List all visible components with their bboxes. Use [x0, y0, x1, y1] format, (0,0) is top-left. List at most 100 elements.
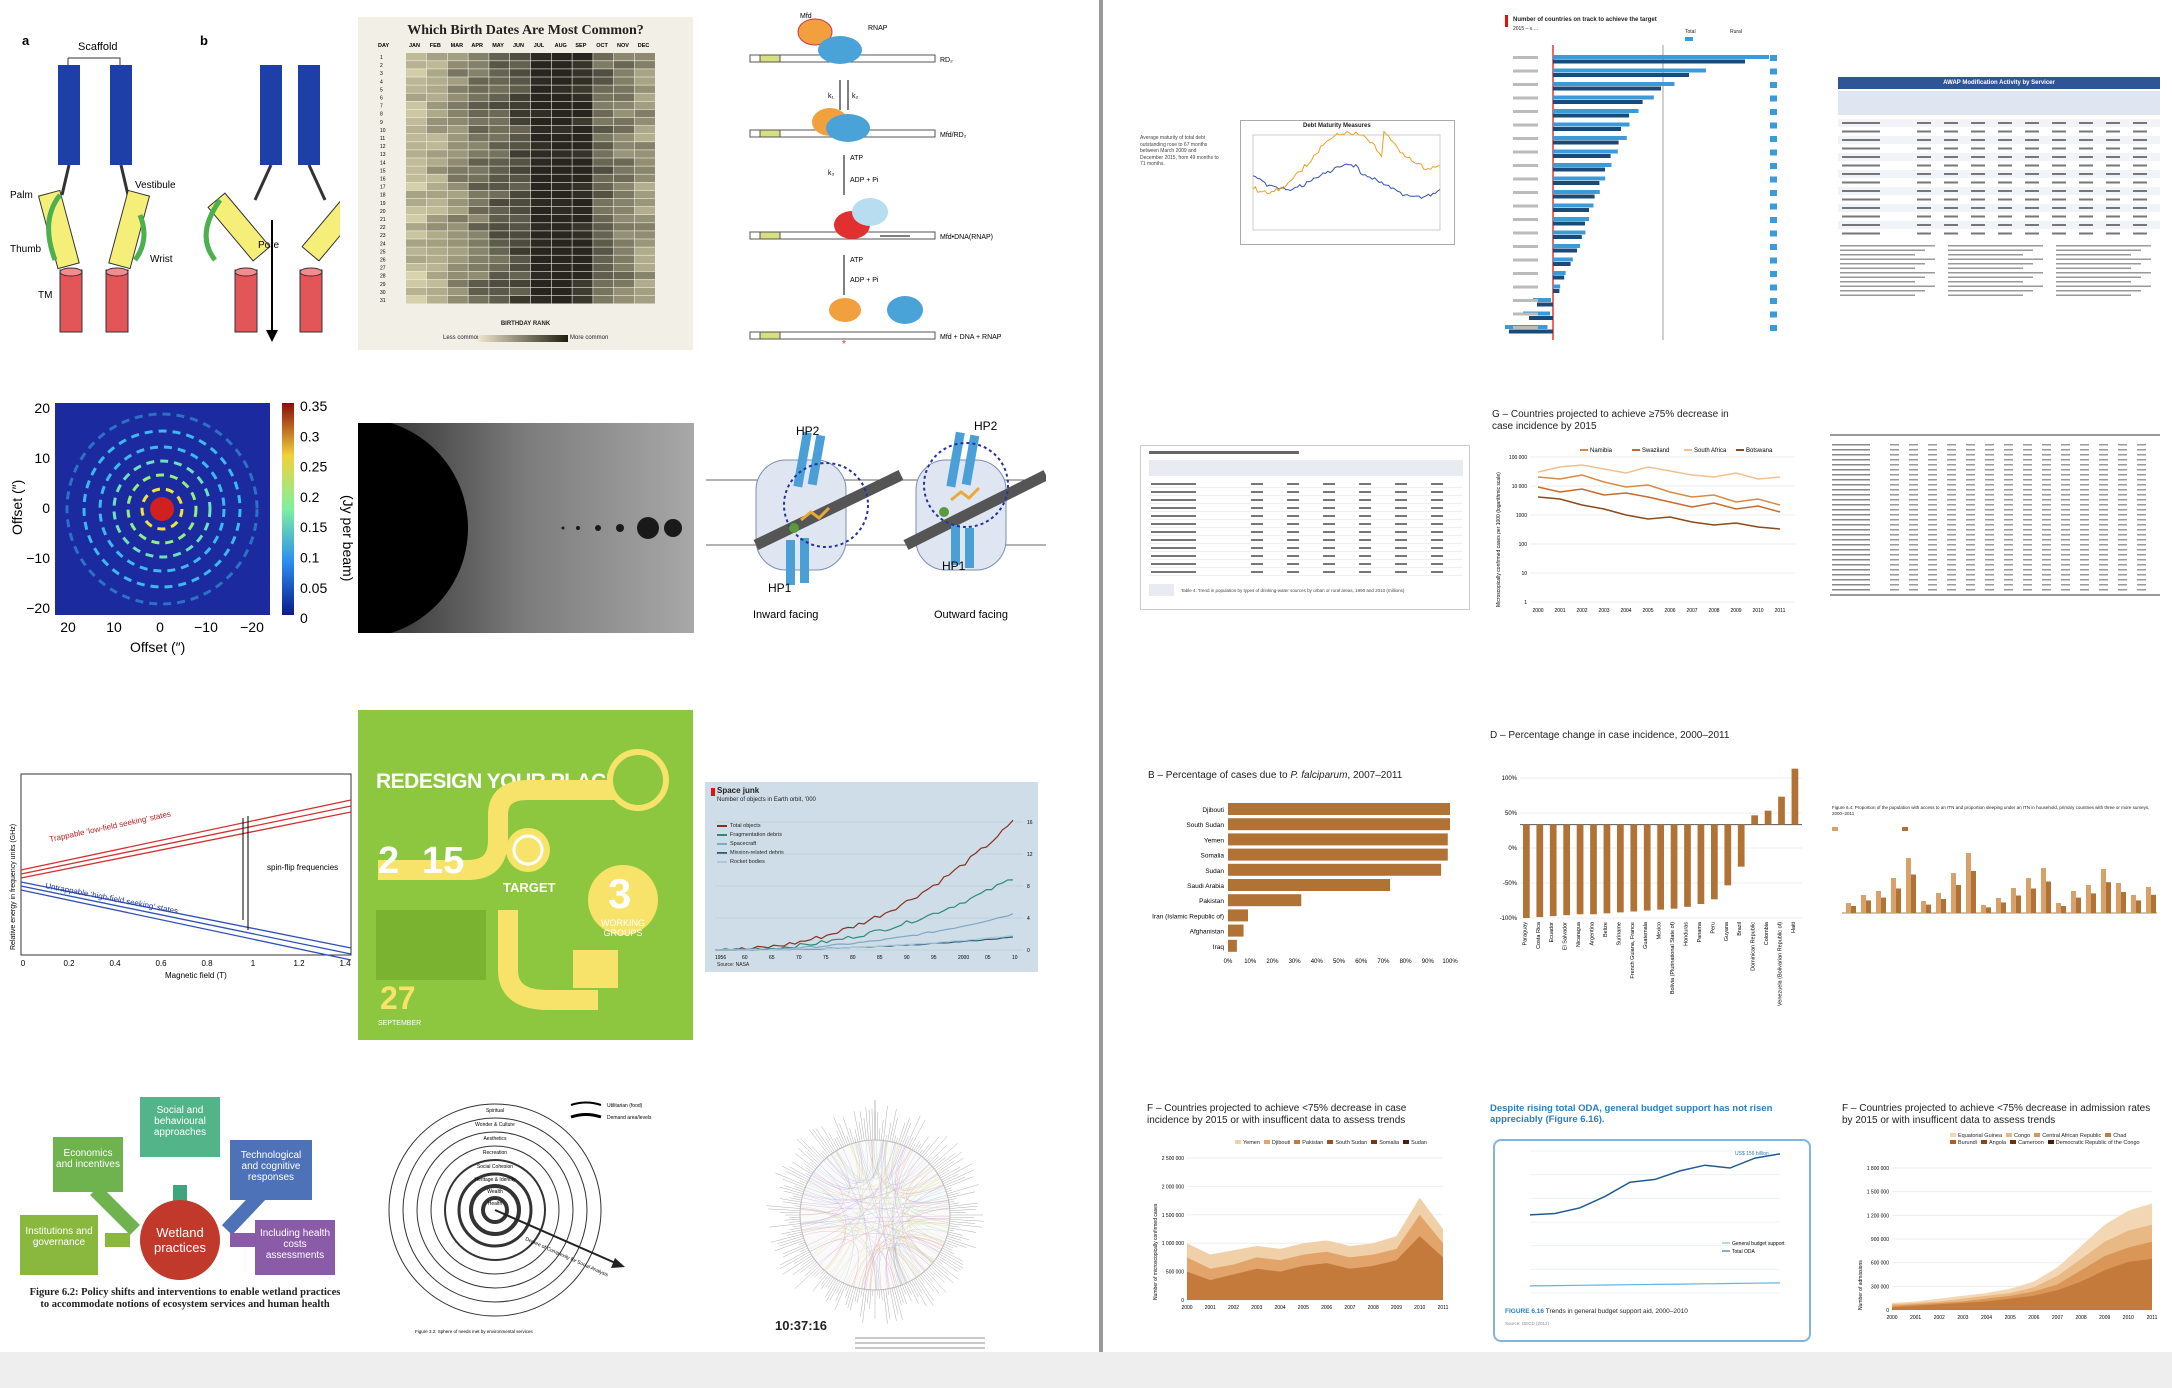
hbar-rural — [1553, 221, 1585, 226]
hbar-total — [1553, 68, 1706, 73]
heatmap-cell — [447, 231, 468, 239]
heatmap-cell — [468, 150, 489, 158]
area-y-tick: 300 000 — [1871, 1284, 1889, 1290]
heatmap-cell — [510, 247, 531, 255]
chartFa[interactable]: F – Countries projected to achieve <75% … — [1840, 1103, 2160, 1328]
water-sources-table[interactable]: Table 4. Trend in population by types of… — [1140, 445, 1470, 610]
population-access-table[interactable] — [1830, 430, 2160, 610]
maturity-series-2 — [1252, 130, 1441, 195]
birthdates-heatmap[interactable]: Which Birth Dates Are Most Common? DAY JA… — [358, 17, 693, 350]
dense-cell — [1890, 484, 1899, 486]
awap-note-line — [2056, 285, 2151, 287]
network-edge — [895, 1203, 950, 1285]
awap-cell — [2025, 215, 2039, 218]
awap-cell — [1842, 215, 1880, 218]
awap-cell — [2133, 190, 2147, 192]
dense-cell — [2099, 509, 2108, 511]
heatmap-cell — [426, 247, 447, 255]
chartG[interactable]: G – Countries projected to achieve ≥75% … — [1490, 407, 1810, 622]
dense-cell — [1832, 569, 1870, 571]
legend-item: Somalia — [1371, 1140, 1399, 1146]
dense-cell — [2023, 574, 2032, 576]
heatmap-cell — [614, 215, 635, 223]
energy-levels-chart[interactable]: Trappable ‘low-field seeking’ states Unt… — [5, 770, 355, 980]
network-spoke — [827, 1277, 835, 1289]
awap-cell — [2025, 156, 2039, 158]
network-spoke — [800, 1138, 823, 1162]
heatmap-cell — [510, 223, 531, 231]
awap-table[interactable]: AWAP Modification Activity by Servicer — [1830, 75, 2160, 305]
dense-cell — [1928, 519, 1937, 521]
network-spoke — [946, 1189, 953, 1193]
network-spoke — [845, 1286, 853, 1306]
heatmap-cell — [614, 101, 635, 110]
awap-note-line — [2056, 258, 2151, 260]
heatmap-cell — [406, 93, 427, 101]
heatmap-cell — [593, 93, 614, 101]
heatmap-cell — [614, 134, 635, 142]
debt-maturity-figure[interactable]: Average maturity of total debt outstandi… — [1135, 120, 1465, 250]
chartD[interactable]: D – Percentage change in case incidence,… — [1490, 728, 1810, 1038]
dense-cell — [2042, 519, 2051, 521]
country-hbar-chart[interactable]: Number of countries on track to achieve … — [1505, 15, 1780, 350]
water-cell — [1431, 531, 1443, 533]
needs-rings-diagram[interactable]: Utilitarian (food) Demand area/levels Sp… — [375, 1095, 705, 1340]
network-spoke — [780, 1198, 802, 1203]
network-spoke — [862, 1289, 867, 1323]
bars3-bar — [2151, 894, 2156, 913]
chartD-y-tick: 50% — [1505, 811, 1518, 817]
planet-transit-image[interactable] — [358, 423, 694, 633]
rnap-mechanism-diagram[interactable]: Mfd RNAP RD₂ k₁ k₂ Mfd/RD₂ ATP ADP + Pi k₃ Mf… — [740, 10, 1060, 350]
transporter-diagram[interactable]: HP2 HP2 HP1 HP1 Inward facing Outward fa… — [706, 420, 1046, 630]
hbar-total — [1553, 149, 1618, 154]
water-cell — [1151, 547, 1196, 549]
redesign-poster[interactable]: REDESIGN YOUR PLACE 2 15 3 WORKING GROUP… — [358, 710, 693, 1040]
dense-cell — [1966, 524, 1975, 526]
chartD-bar — [1778, 796, 1785, 825]
heatmap-cell — [614, 247, 635, 255]
chartODA[interactable]: Despite rising total ODA, general budget… — [1490, 1103, 1815, 1343]
heatmap-cell — [468, 93, 489, 101]
heatmap-cell — [551, 150, 572, 158]
spacejunk-chart[interactable]: Space junk Number of objects in Earth or… — [705, 782, 1038, 972]
chartF[interactable]: F – Countries projected to achieve <75% … — [1145, 1103, 1460, 1318]
chartB[interactable]: B – Percentage of cases due to P. falcip… — [1148, 770, 1458, 980]
dense-cell — [2080, 464, 2089, 466]
heatmap-cell — [447, 182, 468, 191]
area-y-tick: 1 200 000 — [1867, 1213, 1889, 1219]
svg-text:RD₂: RD₂ — [940, 57, 953, 64]
chartB-x-tick: 70% — [1377, 959, 1390, 965]
chartD-category: Dominican Republic — [1751, 922, 1757, 971]
heatmap-cell — [406, 287, 427, 296]
spiral-disk-image[interactable]: 0.35 0.3 0.25 0.2 0.15 0.1 0.05 0 (Jy per beam)… — [10, 395, 355, 655]
awap-note-line — [1948, 263, 2033, 265]
spacejunk-series — [715, 935, 1014, 951]
area-x-tick: 2010 — [1414, 1305, 1425, 1311]
heatmap-cell — [468, 190, 489, 199]
energy-x-label: Magnetic field (T) — [165, 971, 227, 980]
heatmap-cell — [614, 296, 635, 304]
bars3-bar — [1881, 897, 1886, 913]
spacejunk-legend-item: Total objects — [717, 822, 784, 831]
dense-cell — [1909, 469, 1918, 471]
heatmap-cell — [593, 255, 614, 263]
itn-grouped-bars[interactable]: Figure 6.4: Proportion of the population… — [1832, 805, 2162, 925]
dense-cell — [1890, 584, 1899, 586]
network-spoke — [798, 1242, 806, 1245]
awap-cell — [1917, 224, 1931, 226]
heatmap-cell — [489, 150, 510, 158]
heatmap-cell — [530, 142, 551, 150]
bars3-bar — [2061, 906, 2066, 913]
rings-legend-1: Utilitarian (food) — [607, 1103, 643, 1109]
heatmap-cell — [406, 223, 427, 231]
water-cell — [1287, 571, 1299, 573]
network-edge — [800, 1209, 942, 1250]
oda-frame — [1493, 1139, 1811, 1342]
heatmap-cell — [593, 271, 614, 280]
dense-cell — [2118, 479, 2127, 481]
bars3-bar — [1866, 900, 1871, 913]
receptor-diagram[interactable]: a b Scaffold Palm Vestibule Thumb Wrist … — [10, 20, 340, 350]
heatmap-cell — [406, 206, 427, 215]
network-circle[interactable]: 10:37:16 — [765, 1100, 985, 1340]
wetland-diagram[interactable]: Wetland practices Social and behavioural… — [15, 1095, 345, 1335]
